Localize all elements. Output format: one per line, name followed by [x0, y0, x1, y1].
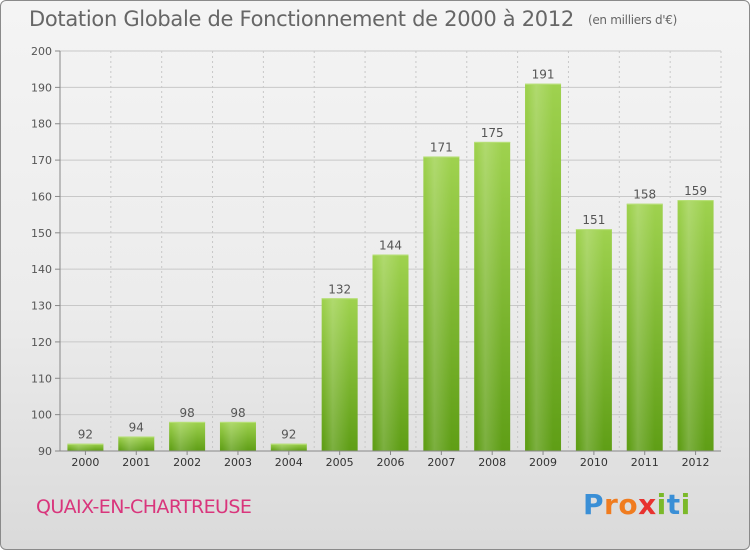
x-tick-label: 2011 [631, 456, 659, 469]
data-label: 159 [684, 184, 707, 198]
x-tick-label: 2002 [173, 456, 201, 469]
bar-highlight [374, 255, 401, 451]
data-label: 94 [129, 420, 144, 434]
x-tick-label: 2006 [377, 456, 405, 469]
y-tick-label: 180 [31, 118, 52, 131]
logo-letter: x [638, 488, 657, 521]
y-tick-label: 190 [31, 81, 52, 94]
data-label: 132 [328, 282, 351, 296]
bar-highlight [628, 204, 655, 451]
x-tick-label: 2009 [529, 456, 557, 469]
data-label: 151 [582, 213, 605, 227]
logo-letter: i [680, 488, 691, 521]
y-tick-label: 140 [31, 263, 52, 276]
data-label: 98 [230, 406, 245, 420]
x-tick-label: 2008 [478, 456, 506, 469]
y-tick-label: 150 [31, 227, 52, 240]
data-label: 92 [78, 428, 93, 442]
bar-highlight [120, 437, 147, 451]
bar-highlight [171, 422, 198, 451]
y-tick-label: 130 [31, 300, 52, 313]
logo-letter: r [604, 488, 619, 521]
x-tick-label: 2010 [580, 456, 608, 469]
chart-title: Dotation Globale de Fonctionnement de 20… [29, 7, 677, 31]
bar-highlight [425, 157, 452, 452]
y-tick-label: 120 [31, 336, 52, 349]
axis-layer: 90 100 110 120 130 140 150 160 170 180 190 200 2000 2… [31, 45, 721, 469]
x-tick-label: 2012 [682, 456, 710, 469]
y-tick-label: 200 [31, 45, 52, 58]
logo-letter: o [618, 488, 639, 521]
bar-highlight [679, 201, 706, 451]
data-label: 98 [179, 406, 194, 420]
chart-title-text: Dotation Globale de Fonctionnement de 20… [29, 7, 574, 31]
commune-name: QUAIX-EN-CHARTREUSE [36, 496, 252, 518]
bar-highlight [221, 422, 248, 451]
y-tick-label: 90 [38, 445, 52, 458]
x-tick-label: 2005 [326, 456, 354, 469]
bar-highlight [577, 230, 604, 451]
proxiti-logo: Proxiti [583, 488, 691, 521]
bar-highlight [69, 444, 96, 451]
data-label: 171 [430, 140, 453, 154]
y-tick-label: 110 [31, 372, 52, 385]
x-tick-label: 2000 [71, 456, 99, 469]
bar-highlight [476, 142, 503, 451]
data-label: 191 [532, 68, 555, 82]
bar-highlight [272, 444, 299, 451]
data-label: 175 [481, 126, 504, 140]
logo-letter: P [583, 488, 605, 521]
data-label: 158 [633, 188, 656, 202]
x-tick-label: 2003 [224, 456, 252, 469]
bar-highlight [323, 299, 350, 451]
logo-letter: t [666, 488, 681, 521]
data-label: 92 [281, 428, 296, 442]
bar-highlight [527, 84, 554, 452]
data-label: 144 [379, 239, 402, 253]
x-tick-label: 2007 [427, 456, 455, 469]
x-tick-label: 2004 [275, 456, 303, 469]
unit-note: (en milliers d'€) [587, 13, 677, 27]
y-tick-label: 100 [31, 409, 52, 422]
y-tick-label: 170 [31, 154, 52, 167]
y-tick-label: 160 [31, 190, 52, 203]
logo-letter: i [656, 488, 667, 521]
x-tick-label: 2001 [122, 456, 150, 469]
bar-layer: 92 94 98 98 92 132 144 171 175 191 151 158 159 [67, 68, 714, 452]
